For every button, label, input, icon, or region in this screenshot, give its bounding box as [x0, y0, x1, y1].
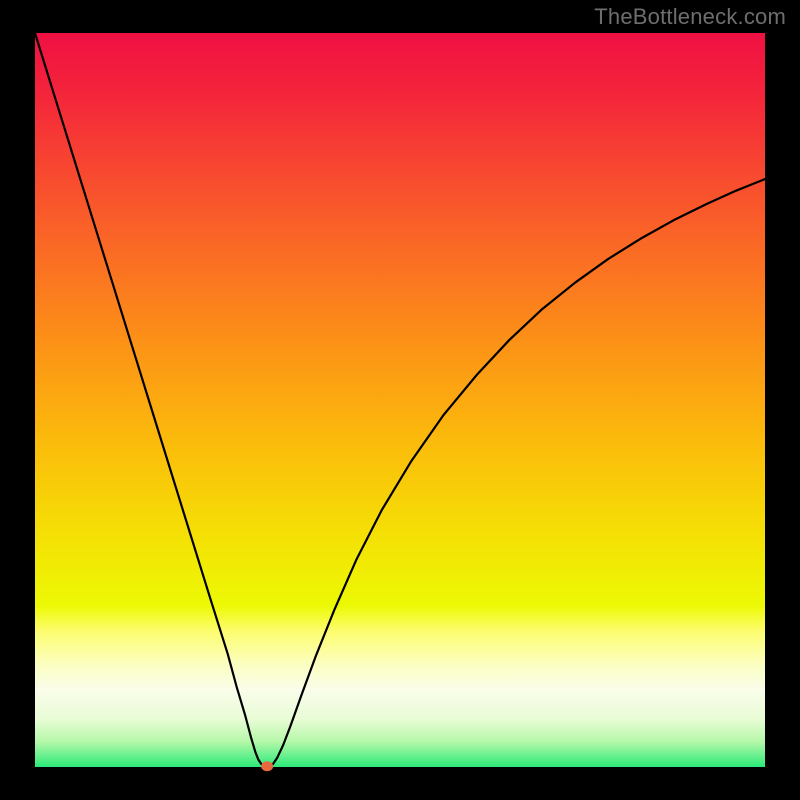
bottleneck-chart — [0, 0, 800, 800]
chart-container: TheBottleneck.com — [0, 0, 800, 800]
optimum-marker — [262, 762, 273, 771]
plot-background — [35, 33, 765, 767]
